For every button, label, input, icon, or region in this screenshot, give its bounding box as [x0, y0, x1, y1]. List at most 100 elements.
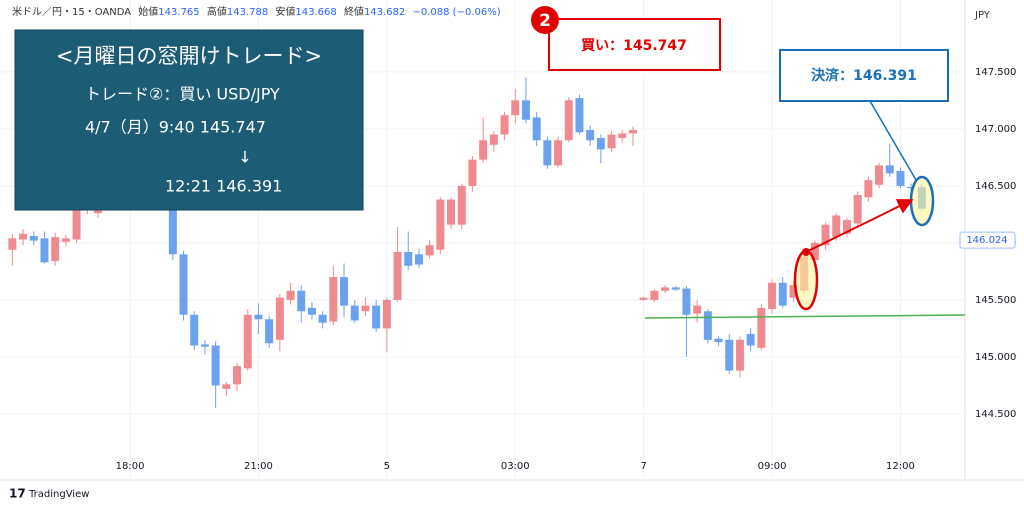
candle-body — [650, 290, 659, 300]
candle-body — [243, 314, 252, 369]
last-price-box — [959, 231, 1016, 249]
x-tick-label: 21:00 — [244, 461, 273, 472]
candle-body — [575, 98, 584, 133]
high-value: 143.788 — [227, 7, 268, 18]
buy-highlight — [793, 249, 819, 311]
candle-body — [447, 199, 456, 225]
candle-body — [543, 140, 552, 166]
support-line — [644, 314, 966, 319]
candle-body — [372, 305, 381, 329]
candle-body — [693, 305, 702, 314]
candle-body — [628, 130, 637, 134]
brand: TradingView — [28, 489, 89, 500]
y-tick-label: 145.000 — [975, 352, 1016, 363]
candle-body — [190, 314, 199, 346]
candle-body — [297, 290, 306, 312]
candle-body — [875, 165, 884, 185]
candle-body — [810, 242, 819, 260]
box-title: <月曜日の窓開けトレード> — [56, 44, 322, 68]
candle-body — [200, 344, 209, 347]
candle-body — [168, 197, 177, 255]
candle-body — [254, 314, 263, 320]
open-value: 143.765 — [158, 7, 199, 18]
exit-callout — [779, 49, 949, 102]
x-tick-label: 09:00 — [758, 461, 787, 472]
symbol: 米ドル／円・15・OANDA — [12, 5, 131, 18]
candle-body — [725, 339, 734, 371]
trade-arrow — [805, 199, 914, 253]
candle-body — [436, 199, 445, 250]
candle-body — [404, 252, 413, 266]
box-line: 12:21 146.391 — [165, 177, 282, 196]
candle-body — [511, 100, 520, 116]
low-value: 143.668 — [295, 7, 336, 18]
currency: JPY — [974, 10, 991, 21]
candle-body — [853, 195, 862, 224]
candle-body — [29, 236, 38, 241]
y-tick-label: 147.500 — [975, 67, 1016, 78]
y-tick-label: 147.000 — [975, 124, 1016, 135]
box-line: 4/7（月）9:40 145.747 — [85, 118, 266, 137]
box-line: トレード②：買い USD/JPY — [85, 85, 280, 104]
candle-body — [768, 282, 777, 310]
high-label: 高値 — [207, 5, 227, 18]
candle-body — [735, 339, 744, 371]
candle-body — [286, 290, 295, 300]
x-tick-label: 03:00 — [501, 461, 530, 472]
exit-text: 決済：146.391 — [811, 67, 917, 84]
candle-body — [703, 311, 712, 340]
candle-body — [618, 133, 627, 138]
candle-body — [682, 288, 691, 315]
candle-body — [425, 245, 434, 256]
x-tick-label: 7 — [640, 461, 646, 472]
candle-body — [72, 206, 81, 240]
box-arrow: ↓ — [238, 148, 251, 167]
candle-body — [8, 238, 17, 250]
candle-body — [639, 297, 648, 300]
candle-body — [532, 117, 541, 141]
candle-body — [746, 334, 755, 346]
candle-body — [907, 187, 916, 189]
candle-body — [864, 180, 873, 198]
header: 米ドル／円・15・OANDA 始値143.765 高値143.788 安値143… — [12, 5, 501, 18]
candle-body — [778, 282, 787, 306]
candle-body — [275, 297, 284, 340]
trade-box — [14, 29, 364, 211]
candle-body — [265, 319, 274, 344]
candle-body — [661, 287, 670, 291]
candle-body — [361, 305, 370, 312]
candle-body — [757, 307, 766, 348]
candle-body — [500, 115, 509, 135]
candle-body — [414, 254, 423, 265]
candle-body — [61, 238, 70, 242]
candle-body — [789, 285, 798, 298]
candle-body — [885, 165, 894, 174]
candle-body — [714, 338, 723, 343]
candle-body — [222, 384, 231, 389]
candle-body — [382, 299, 391, 329]
open-label: 始値 — [138, 5, 158, 18]
close-value: 143.682 — [364, 7, 405, 18]
x-tick-label: 5 — [384, 461, 390, 472]
y-tick-label: 146.500 — [975, 181, 1016, 192]
close-label: 終値 — [344, 5, 364, 18]
candle-body — [318, 314, 327, 323]
exit-pointer — [869, 100, 917, 181]
candle-body — [307, 307, 316, 315]
y-tick-label: 145.500 — [975, 295, 1016, 306]
step-number: 2 — [539, 11, 551, 31]
candle-body — [521, 100, 530, 120]
candle-body — [233, 366, 242, 385]
candle-body — [554, 140, 563, 166]
candle-body — [821, 224, 830, 246]
candle-body — [179, 254, 188, 315]
candle-body — [457, 185, 466, 225]
candle-body — [51, 237, 60, 262]
candle-body — [586, 130, 595, 141]
x-tick-label: 18:00 — [116, 461, 145, 472]
candle-body — [329, 277, 338, 322]
candle-body — [19, 233, 28, 240]
buy-callout — [548, 18, 721, 71]
